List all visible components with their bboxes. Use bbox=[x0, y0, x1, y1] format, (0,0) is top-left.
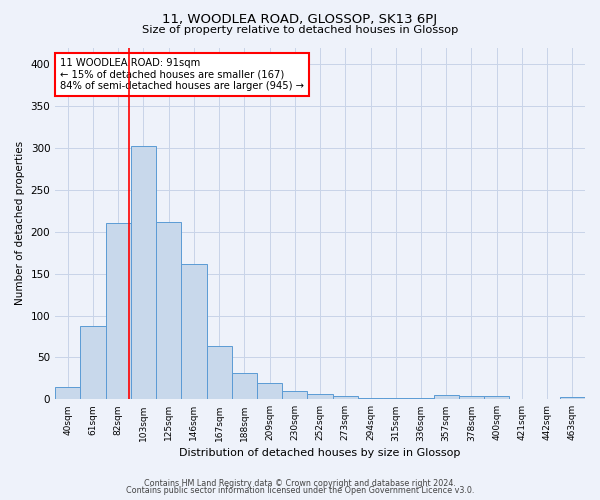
Y-axis label: Number of detached properties: Number of detached properties bbox=[15, 142, 25, 306]
Bar bbox=[181, 264, 206, 400]
Bar bbox=[156, 222, 181, 400]
Bar bbox=[383, 398, 409, 400]
Text: Size of property relative to detached houses in Glossop: Size of property relative to detached ho… bbox=[142, 25, 458, 35]
Text: 11 WOODLEA ROAD: 91sqm
← 15% of detached houses are smaller (167)
84% of semi-de: 11 WOODLEA ROAD: 91sqm ← 15% of detached… bbox=[61, 58, 304, 92]
Bar bbox=[257, 384, 282, 400]
Bar bbox=[409, 398, 434, 400]
Bar bbox=[358, 398, 383, 400]
Bar bbox=[332, 396, 358, 400]
Bar bbox=[307, 394, 332, 400]
X-axis label: Distribution of detached houses by size in Glossop: Distribution of detached houses by size … bbox=[179, 448, 461, 458]
Bar bbox=[106, 222, 131, 400]
Bar bbox=[282, 391, 307, 400]
Bar bbox=[434, 395, 459, 400]
Bar bbox=[484, 396, 509, 400]
Bar bbox=[560, 397, 585, 400]
Bar bbox=[206, 346, 232, 400]
Bar bbox=[459, 396, 484, 400]
Bar bbox=[55, 387, 80, 400]
Text: Contains public sector information licensed under the Open Government Licence v3: Contains public sector information licen… bbox=[126, 486, 474, 495]
Bar bbox=[131, 146, 156, 400]
Bar bbox=[232, 372, 257, 400]
Bar bbox=[80, 326, 106, 400]
Text: Contains HM Land Registry data © Crown copyright and database right 2024.: Contains HM Land Registry data © Crown c… bbox=[144, 478, 456, 488]
Text: 11, WOODLEA ROAD, GLOSSOP, SK13 6PJ: 11, WOODLEA ROAD, GLOSSOP, SK13 6PJ bbox=[163, 12, 437, 26]
